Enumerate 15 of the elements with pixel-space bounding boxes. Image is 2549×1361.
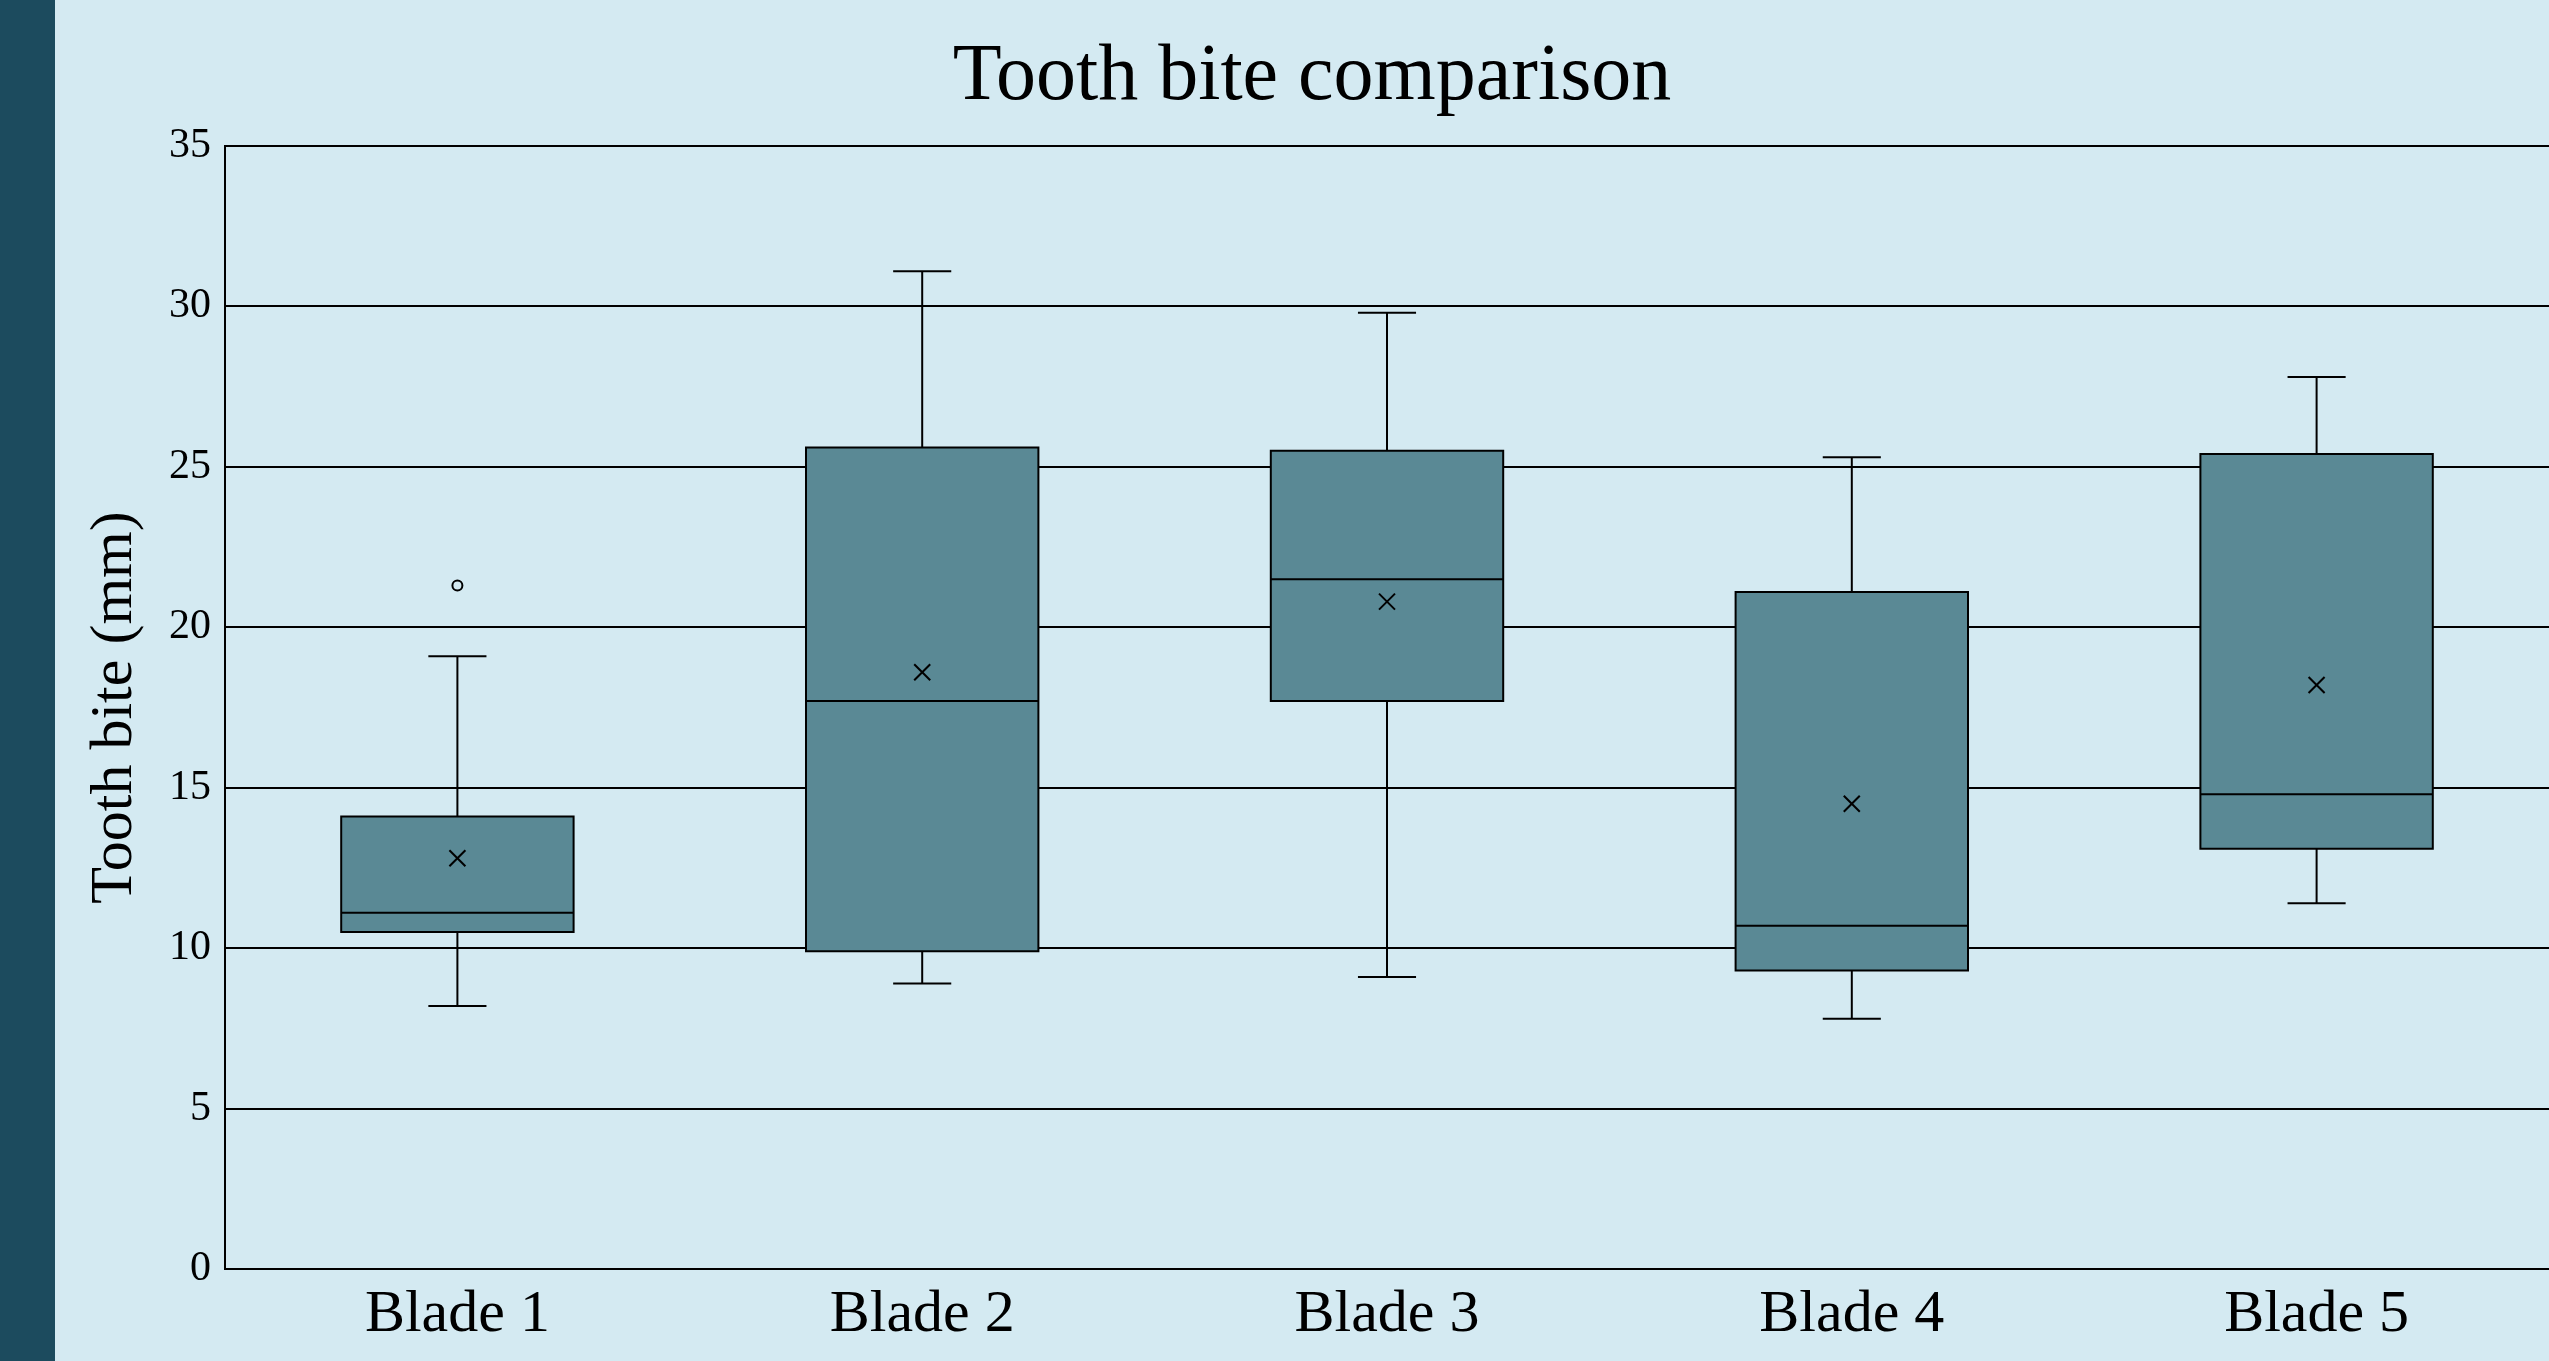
- y-tick-label: 15: [169, 761, 211, 808]
- y-tick-label: 25: [169, 440, 211, 487]
- y-tick-label: 20: [169, 601, 211, 648]
- y-axis-title: Tooth bite (mm): [77, 511, 144, 904]
- x-tick-label: Blade 2: [829, 1277, 1015, 1344]
- chart-title: Tooth bite comparison: [952, 28, 1672, 117]
- x-tick-label: Blade 3: [1294, 1277, 1480, 1344]
- y-tick-label: 30: [169, 280, 211, 327]
- y-tick-label: 10: [169, 922, 211, 969]
- x-tick-label: Blade 1: [364, 1277, 550, 1344]
- y-tick-label: 35: [169, 120, 211, 167]
- x-tick-label: Blade 5: [2224, 1277, 2410, 1344]
- y-tick-label: 0: [190, 1243, 211, 1290]
- y-tick-label: 5: [190, 1082, 211, 1129]
- x-tick-label: Blade 4: [1759, 1277, 1945, 1344]
